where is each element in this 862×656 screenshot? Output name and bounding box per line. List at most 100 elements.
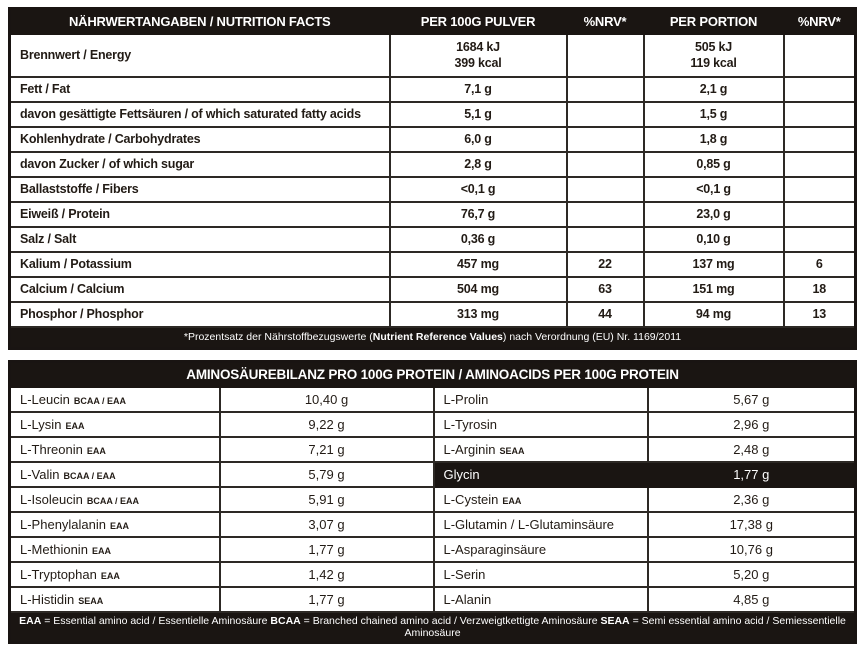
amino-class-tag: EAA [65, 420, 85, 431]
amino-name: L-Serin [432, 560, 649, 588]
amino-value: 3,07 g [218, 510, 435, 538]
value-per-portion: 1,5 g [642, 100, 785, 128]
column-header-nutrition-facts: NÄHRWERTANGABEN / NUTRITION FACTS [8, 7, 391, 35]
amino-name: L-Threonin EAA [8, 435, 221, 463]
amino-value: 1,77 g [646, 460, 857, 488]
amino-value: 2,36 g [646, 485, 857, 513]
amino-value: 2,96 g [646, 410, 857, 438]
nutrition-row: Phosphor / Phosphor 313 mg 44 94 mg 13 [8, 300, 857, 328]
amino-row: L-Lysin EAA 9,22 g L-Tyrosin 2,96 g [8, 410, 857, 438]
nutrient-label: Ballaststoffe / Fibers [8, 175, 391, 203]
amino-row: L-Histidin SEAA 1,77 g L-Alanin 4,85 g [8, 585, 857, 613]
value-per-100g: 5,1 g [388, 100, 568, 128]
nrv-per-portion: 13 [782, 300, 857, 328]
amino-value: 9,22 g [218, 410, 435, 438]
nutrition-facts-table: NÄHRWERTANGABEN / NUTRITION FACTS PER 10… [8, 7, 857, 350]
nutrition-row: davon Zucker / of which sugar 2,8 g 0,85 g [8, 150, 857, 178]
nrv-per-portion [782, 125, 857, 153]
nutrient-label: Brennwert / Energy [8, 32, 391, 78]
amino-row: L-Valin BCAA / EAA 5,79 g Glycin 1,77 g [8, 460, 857, 488]
nutrient-label: Kohlenhydrate / Carbohydrates [8, 125, 391, 153]
nrv-per-100g: 44 [565, 300, 645, 328]
amino-value: 5,79 g [218, 460, 435, 488]
nutrient-label: Phosphor / Phosphor [8, 300, 391, 328]
value-per-100g: 504 mg [388, 275, 568, 303]
nutrient-label: Salz / Salt [8, 225, 391, 253]
value-per-100g: 7,1 g [388, 75, 568, 103]
amino-class-tag: EAA [91, 545, 111, 556]
amino-legend-row: EAA = Essential amino acid / Essentielle… [8, 610, 857, 643]
nrv-footnote-bold: Nutrient Reference Values [372, 331, 503, 344]
value-per-portion: 2,1 g [642, 75, 785, 103]
amino-class-tag: EAA [100, 570, 120, 581]
nrv-per-portion [782, 200, 857, 228]
nrv-per-portion [782, 32, 857, 78]
nrv-footnote-suffix: ) nach Verordnung (EU) Nr. 1169/2011 [502, 331, 682, 344]
amino-value: 17,38 g [646, 510, 857, 538]
amino-name: L-Methionin EAA [8, 535, 221, 563]
amino-name: L-Asparaginsäure [432, 535, 649, 563]
amino-name: Glycin [432, 460, 649, 488]
nutrition-row: Brennwert / Energy 1684 kJ 399 kcal 505 kJ… [8, 32, 857, 78]
nutrient-label: Eiweiß / Protein [8, 200, 391, 228]
legend-term: SEAA [600, 614, 630, 627]
nrv-per-100g [565, 225, 645, 253]
nrv-per-portion [782, 175, 857, 203]
amino-value: 2,48 g [646, 435, 857, 463]
column-header-per-portion: PER PORTION [642, 7, 785, 35]
nrv-per-100g [565, 32, 645, 78]
amino-name: L-Isoleucin BCAA / EAA [8, 485, 221, 513]
amino-class-tag: SEAA [78, 595, 104, 606]
value-per-portion: 505 kJ 119 kcal [642, 32, 785, 78]
amino-row: L-Leucin BCAA / EAA 10,40 g L-Prolin 5,67 g [8, 385, 857, 413]
amino-value: 1,77 g [218, 535, 435, 563]
amino-value: 4,85 g [646, 585, 857, 613]
value-per-100g: 457 mg [388, 250, 568, 278]
amino-class-tag: BCAA / EAA [63, 470, 116, 481]
nutrient-label: davon Zucker / of which sugar [8, 150, 391, 178]
amino-name: L-Glutamin / L-Glutaminsäure [432, 510, 649, 538]
legend-term: BCAA [270, 614, 301, 627]
amino-row: L-Phenylalanin EAA 3,07 g L-Glutamin / L-Gl… [8, 510, 857, 538]
amino-class-tag: EAA [86, 445, 106, 456]
nutrient-label: Calcium / Calcium [8, 275, 391, 303]
nutrition-header-row: NÄHRWERTANGABEN / NUTRITION FACTS PER 10… [8, 7, 857, 35]
amino-value: 10,76 g [646, 535, 857, 563]
amino-row: L-Tryptophan EAA 1,42 g L-Serin 5,20 g [8, 560, 857, 588]
amino-row: L-Isoleucin BCAA / EAA 5,91 g L-Cystein EAA 2… [8, 485, 857, 513]
nutrition-row: Salz / Salt 0,36 g 0,10 g [8, 225, 857, 253]
amino-name: L-Valin BCAA / EAA [8, 460, 221, 488]
column-header-nrv-portion: %NRV* [782, 7, 857, 35]
nutrition-row: Calcium / Calcium 504 mg 63 151 mg 18 [8, 275, 857, 303]
nutrition-row: Ballaststoffe / Fibers <0,1 g <0,1 g [8, 175, 857, 203]
amino-name: L-Prolin [432, 385, 649, 413]
amino-class-tag: EAA [502, 495, 522, 506]
amino-legend: EAA = Essential amino acid / Essentielle… [8, 610, 857, 643]
nrv-footnote-prefix: *Prozentsatz der Nährstoffbezugswerte ( [183, 331, 373, 344]
amino-name: L-Cystein EAA [432, 485, 649, 513]
amino-value: 1,77 g [218, 585, 435, 613]
amino-value: 7,21 g [218, 435, 435, 463]
legend-definition: = Semi essential amino acid / Semiessent… [404, 614, 846, 639]
amino-name: L-Phenylalanin EAA [8, 510, 221, 538]
nutrient-label: davon gesättigte Fettsäuren / of which s… [8, 100, 391, 128]
amino-name: L-Tyrosin [432, 410, 649, 438]
amino-row: L-Methionin EAA 1,77 g L-Asparaginsäure 10,7… [8, 535, 857, 563]
amino-acids-table: AMINOSÄUREBILANZ PRO 100G PROTEIN / AMIN… [8, 360, 858, 644]
amino-value: 5,20 g [646, 560, 857, 588]
nrv-per-100g [565, 150, 645, 178]
amino-class-tag: BCAA / EAA [73, 395, 127, 406]
nrv-per-100g [565, 125, 645, 153]
amino-title-row: AMINOSÄUREBILANZ PRO 100G PROTEIN / AMIN… [8, 360, 857, 388]
value-per-100g: <0,1 g [388, 175, 568, 203]
nrv-per-portion: 18 [782, 275, 857, 303]
column-header-per-100g: PER 100G PULVER [388, 7, 568, 35]
nutrient-label: Kalium / Potassium [8, 250, 391, 278]
nutrition-row: Eiweiß / Protein 76,7 g 23,0 g [8, 200, 857, 228]
nrv-per-portion [782, 225, 857, 253]
amino-value: 5,91 g [218, 485, 435, 513]
value-per-100g: 313 mg [388, 300, 568, 328]
value-per-100g: 2,8 g [388, 150, 568, 178]
nutrition-row: Kalium / Potassium 457 mg 22 137 mg 6 [8, 250, 857, 278]
